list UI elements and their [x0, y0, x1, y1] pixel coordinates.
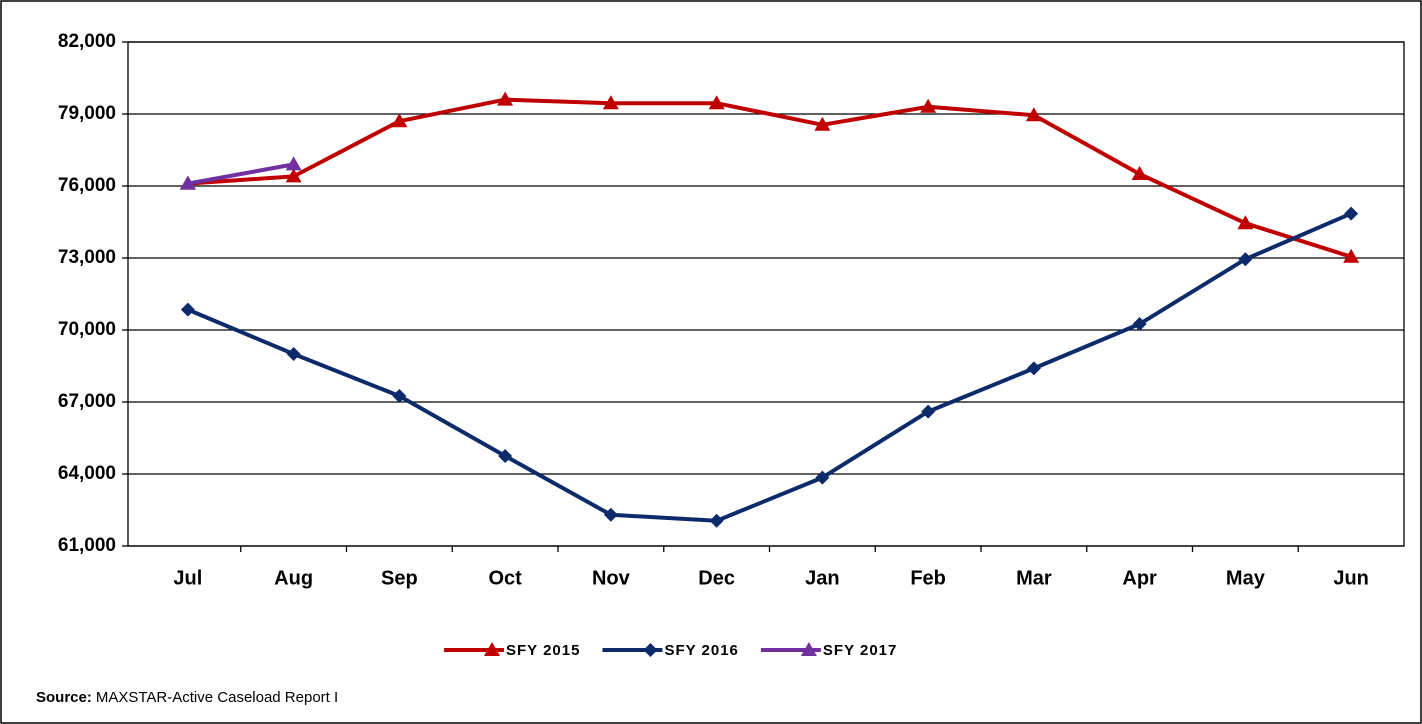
point [497, 91, 514, 106]
y-tick-label: 82,000 [58, 31, 116, 52]
legend-label: SFY 2015 [506, 642, 580, 659]
point [814, 116, 831, 131]
point [603, 507, 618, 522]
point [392, 389, 407, 403]
series-line [187, 162, 294, 186]
legend-label: SFY 2016 [664, 642, 738, 659]
point [709, 513, 724, 528]
point [1131, 166, 1148, 180]
x-tick-label: Mar [1016, 567, 1052, 589]
y-tick-label: 70,000 [58, 319, 116, 340]
source-text: MAXSTAR-Active Caseload Report I [96, 689, 338, 706]
point [179, 175, 196, 190]
plot-frame [127, 41, 1405, 547]
series-line [187, 211, 1352, 523]
point [286, 347, 301, 361]
x-tick-label: Jan [805, 567, 839, 589]
point [815, 470, 830, 485]
x-tick-label: Nov [592, 567, 631, 589]
series-line [187, 97, 1352, 259]
x-tick-label: Oct [488, 567, 522, 589]
x-tick-label: Sep [381, 567, 418, 589]
x-tick-label: Apr [1122, 567, 1157, 589]
x-tick-label: Dec [698, 567, 735, 589]
point [285, 156, 302, 171]
point [1344, 206, 1359, 221]
point [285, 168, 302, 183]
y-tick-label: 73,000 [58, 247, 116, 268]
point [1238, 252, 1253, 267]
point [1026, 361, 1041, 376]
point [602, 95, 619, 110]
x-tick-label: Aug [274, 567, 313, 589]
point [920, 98, 937, 113]
y-tick-label: 76,000 [58, 175, 116, 196]
source: Source: MAXSTAR-Active Caseload Report I [36, 689, 338, 706]
point [180, 302, 195, 317]
y-tick-label: 79,000 [58, 103, 116, 124]
y-tick-label: 61,000 [58, 535, 116, 556]
source-label: Source: [36, 689, 92, 706]
legend-label: SFY 2017 [823, 642, 897, 659]
point [391, 113, 408, 128]
y-tick-label: 64,000 [58, 463, 116, 484]
x-tick-label: Feb [910, 567, 946, 589]
x-tick-label: May [1226, 567, 1266, 589]
point [1025, 107, 1042, 122]
x-tick-label: Jul [173, 567, 202, 589]
point [921, 404, 936, 419]
y-tick-label: 67,000 [58, 391, 116, 412]
point [1132, 317, 1147, 331]
x-tick-label: Jun [1333, 567, 1369, 589]
point [708, 95, 725, 110]
point [484, 642, 500, 656]
point [800, 642, 817, 656]
point [498, 449, 513, 463]
point [1343, 248, 1360, 263]
point [1237, 215, 1254, 230]
point [643, 643, 658, 657]
